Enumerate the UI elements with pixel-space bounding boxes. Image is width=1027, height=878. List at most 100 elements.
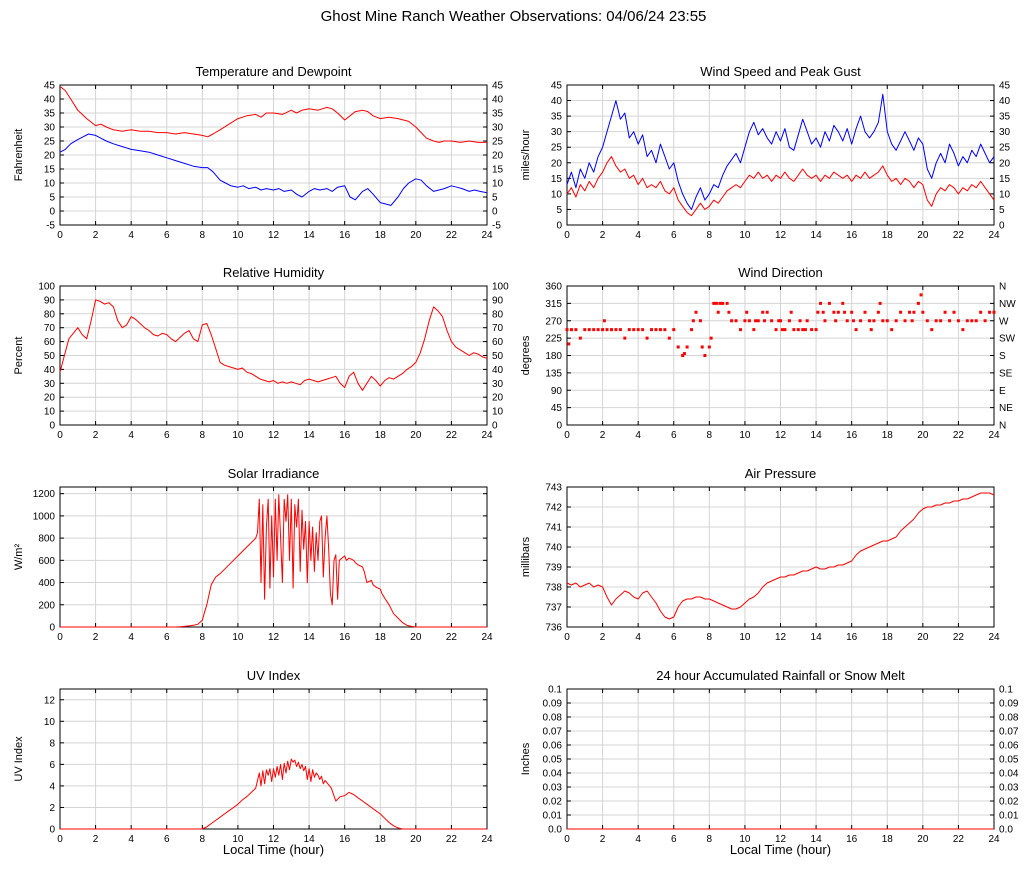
y-tick-label-right: 50 xyxy=(492,351,504,362)
x-tick-label: 0 xyxy=(57,230,63,241)
y-tick-label: 60 xyxy=(44,337,56,348)
air-pressure-chart: 0 2 4 6 8 10 12 14 16 18 20 22 247367377387397407417… xyxy=(520,466,1000,643)
y-tick-label-right: 20 xyxy=(492,393,504,404)
y-tick-label: 5 xyxy=(49,193,55,204)
chart-title: UV Index xyxy=(247,668,301,683)
y-tick-label-right: 5 xyxy=(999,205,1005,216)
x-tick-label: 14 xyxy=(811,230,823,241)
y-tick-label-right: 0.09 xyxy=(999,699,1019,710)
chart-title: Solar Irradiance xyxy=(228,466,320,481)
x-tick-label: 18 xyxy=(375,834,387,845)
y-tick-label: 5 xyxy=(556,205,562,216)
y-tick-label: 0.07 xyxy=(543,727,563,738)
x-tick-label: 4 xyxy=(128,230,134,241)
x-tick-label: 0 xyxy=(564,430,570,441)
compass-label: NE xyxy=(999,403,1013,414)
x-tick-label: 20 xyxy=(917,230,929,241)
rainfall-chart: 0 2 4 6 8 10 12 14 16 18 20 22 240.0 0.00.01 0.010.02 0… xyxy=(520,668,1019,857)
y-tick-label: 400 xyxy=(38,578,55,589)
y-tick-label-right: 80 xyxy=(492,309,504,320)
y-tick-label-right: 20 xyxy=(999,158,1011,169)
x-tick-label: 6 xyxy=(164,632,170,643)
compass-label: SW xyxy=(999,334,1016,345)
y-tick-label-right: 5 xyxy=(492,193,498,204)
y-tick-label-right: 15 xyxy=(492,165,504,176)
y-tick-label-right: 0 xyxy=(492,421,498,432)
y-tick-label-right: 0 xyxy=(999,221,1005,232)
chart-group: 0 2 4 6 8 10 12 14 16 18 20 22 240200400600800100012… xyxy=(13,466,493,643)
x-tick-label: 18 xyxy=(375,632,387,643)
chart-title: Wind Speed and Peak Gust xyxy=(700,64,861,79)
y-tick-label: 12 xyxy=(44,695,56,706)
x-tick-label: 18 xyxy=(882,632,894,643)
x-tick-label: 24 xyxy=(481,632,493,643)
y-tick-label-right: 35 xyxy=(999,112,1011,123)
peak-gust-line xyxy=(566,93,995,210)
y-tick-label-right: 45 xyxy=(492,81,504,92)
x-tick-label: 24 xyxy=(481,230,493,241)
x-tick-label: 10 xyxy=(739,834,751,845)
y-axis-label: millibars xyxy=(520,536,532,577)
x-tick-label: 20 xyxy=(410,632,422,643)
y-tick-label: 0.09 xyxy=(543,699,563,710)
y-tick-label: 8 xyxy=(49,738,55,749)
x-tick-label: 22 xyxy=(953,230,965,241)
chart-title: Air Pressure xyxy=(745,466,817,481)
compass-label: NW xyxy=(999,299,1016,310)
x-tick-label: 6 xyxy=(164,230,170,241)
compass-label: S xyxy=(999,351,1006,362)
x-tick-label: 12 xyxy=(268,430,280,441)
y-tick-label: 738 xyxy=(545,583,562,594)
x-tick-label: 2 xyxy=(93,230,99,241)
y-tick-label: 200 xyxy=(38,600,55,611)
y-tick-label: 270 xyxy=(545,316,562,327)
y-tick-label: 0.08 xyxy=(543,713,563,724)
y-tick-label-right: 30 xyxy=(492,379,504,390)
dewpoint-line xyxy=(59,133,488,206)
x-tick-label: 12 xyxy=(775,230,787,241)
x-tick-label: 8 xyxy=(200,230,206,241)
x-tick-label: 8 xyxy=(200,632,206,643)
x-tick-label: 16 xyxy=(846,834,858,845)
y-tick-label: 30 xyxy=(44,379,56,390)
y-tick-label: 30 xyxy=(44,123,56,134)
x-axis-label: Local Time (hour) xyxy=(730,842,831,857)
y-axis-label: miles/hour xyxy=(520,129,532,180)
x-tick-label: 2 xyxy=(93,834,99,845)
y-tick-label: 45 xyxy=(551,403,563,414)
x-tick-label: 16 xyxy=(846,230,858,241)
x-tick-label: 0 xyxy=(564,834,570,845)
y-tick-label: 20 xyxy=(44,151,56,162)
y-tick-label-right: 0 xyxy=(492,207,498,218)
x-tick-label: 12 xyxy=(775,834,787,845)
y-tick-label-right: 45 xyxy=(999,81,1011,92)
x-tick-label: 2 xyxy=(93,430,99,441)
x-tick-label: 10 xyxy=(232,230,244,241)
y-tick-label: 1200 xyxy=(33,489,56,500)
x-tick-label: 4 xyxy=(635,834,641,845)
x-tick-label: 12 xyxy=(775,430,787,441)
y-axis-label: W/m² xyxy=(13,544,25,571)
x-tick-label: 6 xyxy=(671,430,677,441)
x-tick-label: 0 xyxy=(57,430,63,441)
x-tick-label: 22 xyxy=(446,430,458,441)
x-tick-label: 8 xyxy=(707,230,713,241)
x-tick-label: 14 xyxy=(304,834,316,845)
y-tick-label: 743 xyxy=(545,483,562,494)
x-tick-label: 10 xyxy=(232,834,244,845)
y-tick-label: 70 xyxy=(44,323,56,334)
y-tick-label: 50 xyxy=(44,351,56,362)
y-tick-label: 225 xyxy=(545,334,562,345)
page-title: Ghost Mine Ranch Weather Observations: 0… xyxy=(320,8,707,25)
y-tick-label: 600 xyxy=(38,556,55,567)
y-tick-label-right: 40 xyxy=(999,96,1011,107)
y-tick-label: 360 xyxy=(545,282,562,293)
y-tick-label: 15 xyxy=(44,165,56,176)
y-tick-label: 0 xyxy=(49,623,55,634)
y-tick-label: 35 xyxy=(551,112,563,123)
x-tick-label: 22 xyxy=(953,834,965,845)
chart-group: 0 2 4 6 8 10 12 14 16 18 20 22 240.0 0.00.01 0.010.02 0… xyxy=(520,668,1019,857)
y-tick-label: 15 xyxy=(551,174,563,185)
x-tick-label: 16 xyxy=(339,430,351,441)
